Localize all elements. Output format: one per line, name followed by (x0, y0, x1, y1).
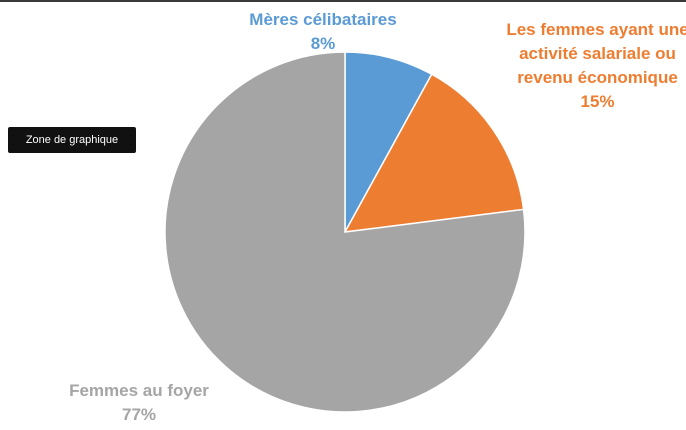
data-label: Les femmes ayant une activité salariale … (500, 18, 686, 114)
data-label: Mères célibataires 8% (233, 8, 413, 56)
percent-label: 8% (310, 34, 336, 53)
percent-label: 77% (121, 405, 157, 424)
percent-label: 15% (580, 92, 615, 111)
data-label: Femmes au foyer 77% (29, 379, 249, 427)
pie-slice (344, 51, 433, 233)
category-label: Les femmes ayant une activité salariale … (506, 20, 686, 87)
tooltip: Zone de graphique (8, 127, 136, 153)
category-label: Mères célibataires (249, 10, 397, 29)
pie-slice (343, 73, 525, 233)
category-label: Femmes au foyer (69, 381, 209, 400)
pie-slice (164, 51, 526, 413)
border (0, 0, 686, 2)
